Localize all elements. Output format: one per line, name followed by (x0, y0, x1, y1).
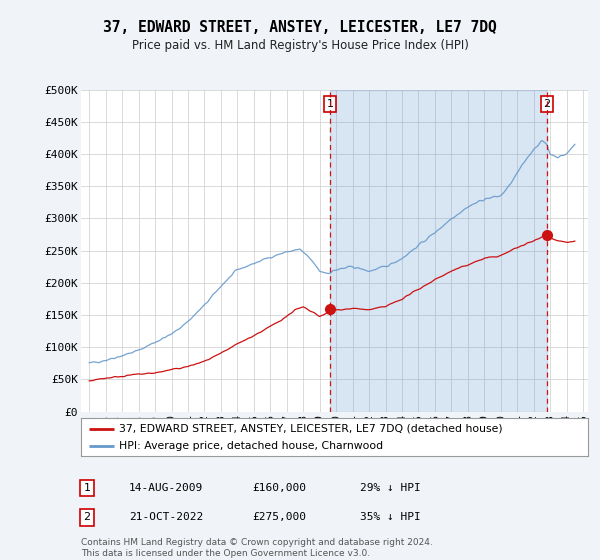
Text: Price paid vs. HM Land Registry's House Price Index (HPI): Price paid vs. HM Land Registry's House … (131, 39, 469, 52)
Text: 29% ↓ HPI: 29% ↓ HPI (360, 483, 421, 493)
Text: £275,000: £275,000 (252, 512, 306, 522)
Text: 14-AUG-2009: 14-AUG-2009 (129, 483, 203, 493)
Text: 35% ↓ HPI: 35% ↓ HPI (360, 512, 421, 522)
Text: 21-OCT-2022: 21-OCT-2022 (129, 512, 203, 522)
Bar (330, 90, 547, 412)
Text: 1: 1 (326, 99, 334, 109)
Text: 2: 2 (543, 99, 550, 109)
Text: 2: 2 (83, 512, 91, 522)
Text: 37, EDWARD STREET, ANSTEY, LEICESTER, LE7 7DQ (detached house): 37, EDWARD STREET, ANSTEY, LEICESTER, LE… (119, 423, 503, 433)
Text: 37, EDWARD STREET, ANSTEY, LEICESTER, LE7 7DQ: 37, EDWARD STREET, ANSTEY, LEICESTER, LE… (103, 20, 497, 35)
Text: HPI: Average price, detached house, Charnwood: HPI: Average price, detached house, Char… (119, 441, 383, 451)
Text: Contains HM Land Registry data © Crown copyright and database right 2024.
This d: Contains HM Land Registry data © Crown c… (81, 538, 433, 558)
Text: £160,000: £160,000 (252, 483, 306, 493)
Text: 1: 1 (83, 483, 91, 493)
